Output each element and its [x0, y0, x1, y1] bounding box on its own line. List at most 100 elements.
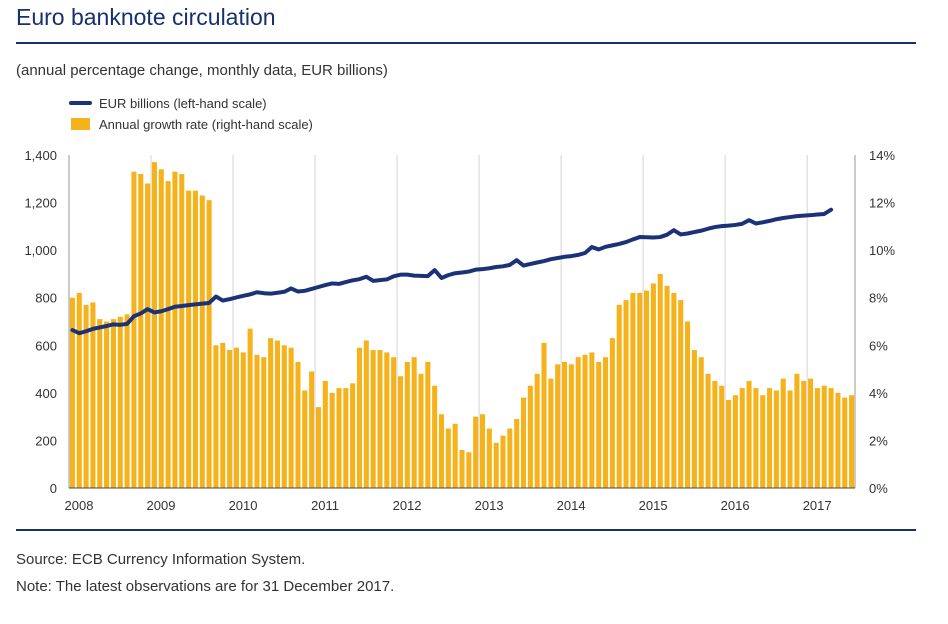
growth-rate-bar [637, 292, 643, 488]
growth-rate-bar [117, 316, 123, 488]
x-tick-label: 2013 [475, 498, 504, 513]
growth-rate-bar [568, 364, 574, 488]
eur-billions-line [70, 207, 834, 336]
growth-rate-bar [452, 423, 458, 488]
growth-rate-bar [445, 428, 451, 488]
growth-rate-bar [685, 321, 691, 488]
left-tick-label: 1,400 [24, 148, 57, 163]
growth-rate-bar [479, 414, 486, 488]
growth-rate-bar [787, 390, 793, 488]
growth-rate-bar [397, 376, 404, 488]
growth-rate-bar [698, 357, 704, 488]
growth-rate-bar [835, 392, 841, 488]
x-tick-label: 2008 [65, 498, 94, 513]
x-tick-label: 2014 [557, 498, 586, 513]
x-tick-label: 2016 [721, 498, 750, 513]
growth-rate-bar [753, 388, 759, 488]
right-tick-label: 2% [869, 433, 888, 448]
growth-rate-bar [110, 319, 116, 488]
growth-rate-bar [151, 162, 157, 488]
right-tick-label: 12% [869, 196, 895, 211]
growth-rate-bar [186, 190, 192, 488]
growth-rate-bar [247, 328, 253, 488]
growth-rate-bar [486, 428, 492, 488]
chart-area: 0 200 400 600 800 1,000 1,200 1,400 0% 2% 4% 6% 8% 10… [24, 96, 895, 513]
growth-rate-bar [609, 338, 615, 488]
growth-rate-bar [794, 373, 800, 488]
x-tick-label: 2010 [229, 498, 258, 513]
growth-rate-bar [425, 361, 431, 488]
growth-rate-bar [343, 388, 349, 488]
growth-rate-bar [213, 345, 219, 488]
growth-rate-bar [814, 388, 820, 488]
growth-rate-bar [274, 340, 280, 488]
growth-rate-bar [726, 399, 732, 488]
growth-rate-bar [801, 380, 807, 488]
growth-rate-bar [555, 364, 561, 488]
growth-rate-bar [575, 357, 581, 488]
left-tick-label: 800 [35, 291, 57, 306]
legend-label-bar: Annual growth rate (right-hand scale) [99, 117, 313, 132]
growth-rate-bar [254, 354, 260, 488]
growth-rate-bar [336, 388, 342, 488]
growth-rate-bar [295, 361, 301, 488]
growth-rate-bar [712, 380, 718, 488]
growth-rate-bar [370, 350, 376, 488]
growth-rate-bar [233, 347, 239, 488]
growth-rate-bar [220, 342, 226, 488]
growth-rate-bar [657, 273, 663, 488]
growth-rate-bar [377, 350, 383, 488]
source-note: Source: ECB Currency Information System. [16, 551, 306, 568]
left-tick-label: 1,000 [24, 243, 57, 258]
right-tick-label: 0% [869, 481, 888, 496]
growth-rate-bar [384, 352, 390, 488]
growth-rate-bar [582, 354, 588, 488]
growth-rate-bar [411, 357, 417, 488]
growth-rate-bar [664, 285, 670, 488]
x-tick-label: 2012 [393, 498, 422, 513]
legend-label-line: EUR billions (left-hand scale) [99, 96, 267, 111]
left-tick-label: 0 [50, 481, 57, 496]
title-rule [16, 42, 916, 44]
growth-rate-bar [76, 292, 82, 488]
growth-rate-bar [268, 338, 274, 488]
growth-rate-bar [671, 292, 677, 488]
x-tick-label: 2015 [639, 498, 668, 513]
growth-rate-bar [746, 380, 752, 488]
growth-rate-bar [493, 442, 499, 488]
growth-rate-bar [438, 414, 445, 488]
legend-bar-swatch [71, 118, 90, 130]
x-tick-label: 2017 [803, 498, 832, 513]
growth-rate-bar [534, 373, 540, 488]
growth-rate-bar [281, 345, 287, 488]
growth-rate-bar [678, 300, 684, 488]
growth-rate-bar [179, 174, 185, 488]
growth-rate-bar [459, 449, 465, 488]
growth-rate-bar [69, 297, 75, 488]
growth-rate-bar [83, 304, 89, 488]
left-tick-label: 600 [35, 338, 57, 353]
growth-rate-bar [432, 385, 438, 488]
growth-rate-bar [739, 388, 745, 488]
growth-rate-bar [104, 321, 110, 488]
x-tick-label: 2011 [311, 498, 339, 513]
growth-rate-bar [589, 352, 595, 488]
growth-rate-bar [466, 452, 472, 488]
bar-series [69, 162, 855, 489]
growth-rate-bar [404, 361, 410, 488]
growth-rate-bar [650, 283, 656, 488]
growth-rate-bar [705, 373, 711, 488]
growth-rate-bar [507, 428, 513, 488]
axis-layer: 0 200 400 600 800 1,000 1,200 1,400 0% 2% 4% 6% 8% 10… [24, 148, 895, 513]
growth-rate-bar [527, 385, 533, 488]
growth-rate-bar [309, 371, 315, 488]
growth-rate-bar [288, 347, 294, 488]
growth-rate-bar [630, 292, 636, 488]
growth-rate-bar [145, 183, 151, 489]
growth-rate-bar [363, 340, 369, 488]
growth-rate-bar [97, 319, 103, 488]
growth-rate-bar [821, 385, 827, 488]
growth-rate-bar [548, 378, 554, 488]
left-tick-label: 1,200 [24, 196, 57, 211]
growth-rate-bar [261, 357, 267, 488]
